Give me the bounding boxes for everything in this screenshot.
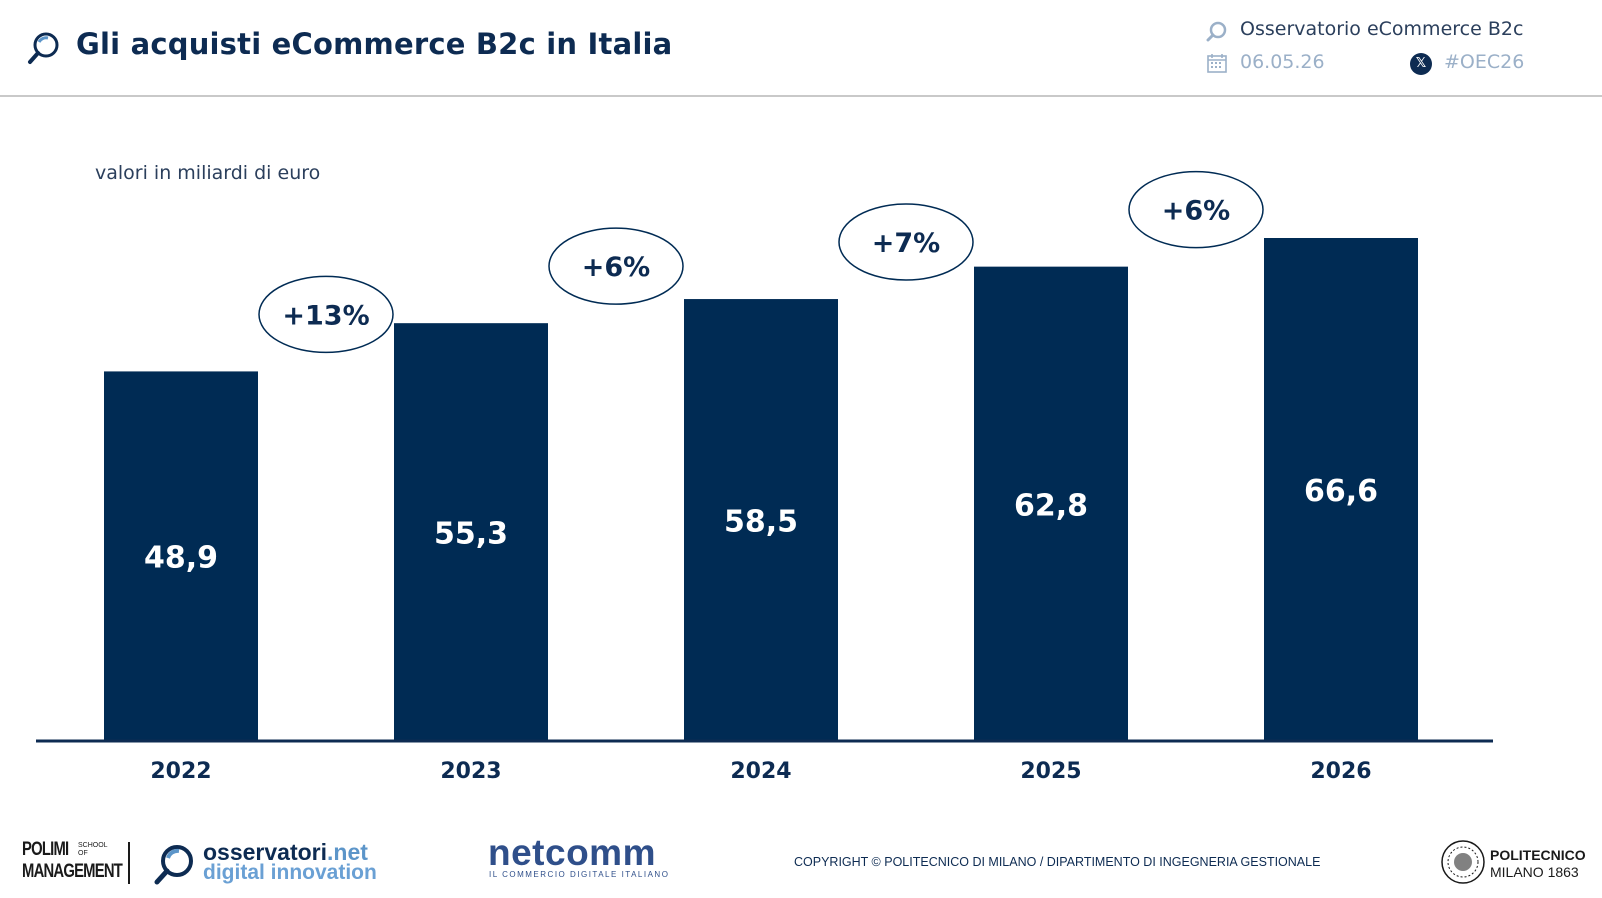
copyright-text: COPYRIGHT © POLITECNICO DI MILANO / DIPA… (794, 855, 1321, 869)
politecnico-city: MILANO 1863 (1490, 864, 1579, 880)
bar-2022 (104, 371, 258, 740)
polimi-logo-school: SCHOOL OF (78, 842, 108, 857)
x-social-icon[interactable]: 𝕏 (1410, 53, 1432, 75)
netcomm-logo-subtext: IL COMMERCIO DIGITALE ITALIANO (489, 870, 670, 879)
bar-2023 (394, 323, 548, 740)
growth-label: +7% (872, 228, 940, 259)
bar-value-label: 48,9 (144, 541, 218, 576)
x-tick-label: 2022 (150, 759, 211, 784)
bar-value-label: 66,6 (1304, 474, 1378, 509)
growth-bubble (258, 275, 394, 354)
osservatori-logo-subtext: digital innovation (203, 861, 377, 884)
bar-2026 (1264, 238, 1418, 740)
x-tick-label: 2023 (440, 759, 501, 784)
growth-bubble (1128, 170, 1264, 249)
bar-value-label: 55,3 (434, 517, 508, 552)
growth-label: +6% (1162, 196, 1230, 227)
observatory-label: Osservatorio eCommerce B2c (1240, 18, 1524, 40)
x-tick-label: 2026 (1310, 759, 1371, 784)
bar-chart: 48,9 2022 55,3 2023 58,5 2024 62,8 2025 66,6 2026… (36, 170, 1493, 784)
growth-bubble (548, 227, 684, 305)
politecnico-name: POLITECNICO (1490, 847, 1586, 863)
bar-2024 (684, 299, 838, 740)
growth-label: +13% (282, 300, 369, 331)
growth-label: +6% (582, 252, 650, 283)
date-label: 06.05.26 (1240, 51, 1325, 73)
netcomm-logo: netcomm (488, 832, 656, 873)
polimi-logo-bottom: MANAGEMENT (22, 861, 123, 882)
x-tick-label: 2024 (730, 759, 791, 784)
bar-2025 (974, 266, 1128, 740)
x-tick-label: 2025 (1020, 759, 1081, 784)
observatory-icon (1206, 21, 1227, 42)
page-title: Gli acquisti eCommerce B2c in Italia (76, 27, 673, 61)
politecnico-seal-icon (1441, 840, 1485, 884)
magnifier-logo-icon (28, 32, 59, 64)
chart-unit-label: valori in miliardi di euro (95, 162, 321, 184)
osservatori-logo-icon (154, 845, 193, 885)
osservatori-logo-text: osservatori.net (203, 839, 368, 865)
bar-value-label: 58,5 (724, 505, 798, 540)
bar-value-label: 62,8 (1014, 488, 1088, 523)
polimi-logo-top: POLIMI (22, 839, 69, 860)
hashtag-link[interactable]: #OEC26 (1444, 51, 1525, 73)
polimi-logo: POLIMI SCHOOL OF MANAGEMENT (22, 839, 142, 885)
calendar-icon (1207, 54, 1227, 73)
slide-header: Gli acquisti eCommerce B2c in Italia Oss… (0, 0, 1602, 97)
footer-divider (128, 842, 130, 884)
growth-bubble (838, 203, 974, 281)
